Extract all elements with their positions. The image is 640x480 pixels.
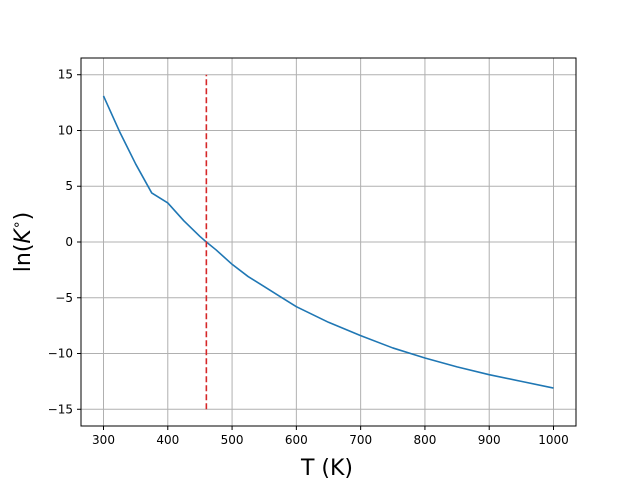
y-tick-label: −15 <box>48 402 73 416</box>
x-tick-label: 500 <box>221 433 244 447</box>
x-tick-label: 800 <box>413 433 436 447</box>
x-tick-label: 600 <box>285 433 308 447</box>
x-tick-label: 400 <box>156 433 179 447</box>
series-line <box>102 95 554 389</box>
x-tick-label: 300 <box>92 433 115 447</box>
x-tick-label: 700 <box>349 433 372 447</box>
x-tick-label: 900 <box>478 433 501 447</box>
x-tick-label: 1000 <box>538 433 569 447</box>
x-axis-ticks: 300 400 500 600 700 800 900 1000 <box>92 426 569 447</box>
y-axis-label-superscript: ∘ <box>9 220 25 229</box>
y-axis-ticks: −15 −10 −5 0 5 10 15 <box>48 68 81 416</box>
y-tick-label: −5 <box>55 291 73 305</box>
y-tick-label: 0 <box>65 235 73 249</box>
y-tick-label: 5 <box>65 179 73 193</box>
y-axis-label-prefix: ln( <box>11 244 36 273</box>
y-axis-label: ln(K∘) <box>9 212 36 272</box>
y-axis-label-suffix: ) <box>11 212 36 221</box>
y-tick-label: −10 <box>48 347 73 361</box>
y-tick-label: 15 <box>58 68 73 82</box>
y-tick-label: 10 <box>58 123 73 137</box>
y-axis-label-symbol: K <box>11 228 36 244</box>
series-layer <box>102 95 554 389</box>
x-axis-label: T (K) <box>300 456 353 480</box>
grid <box>81 58 576 426</box>
